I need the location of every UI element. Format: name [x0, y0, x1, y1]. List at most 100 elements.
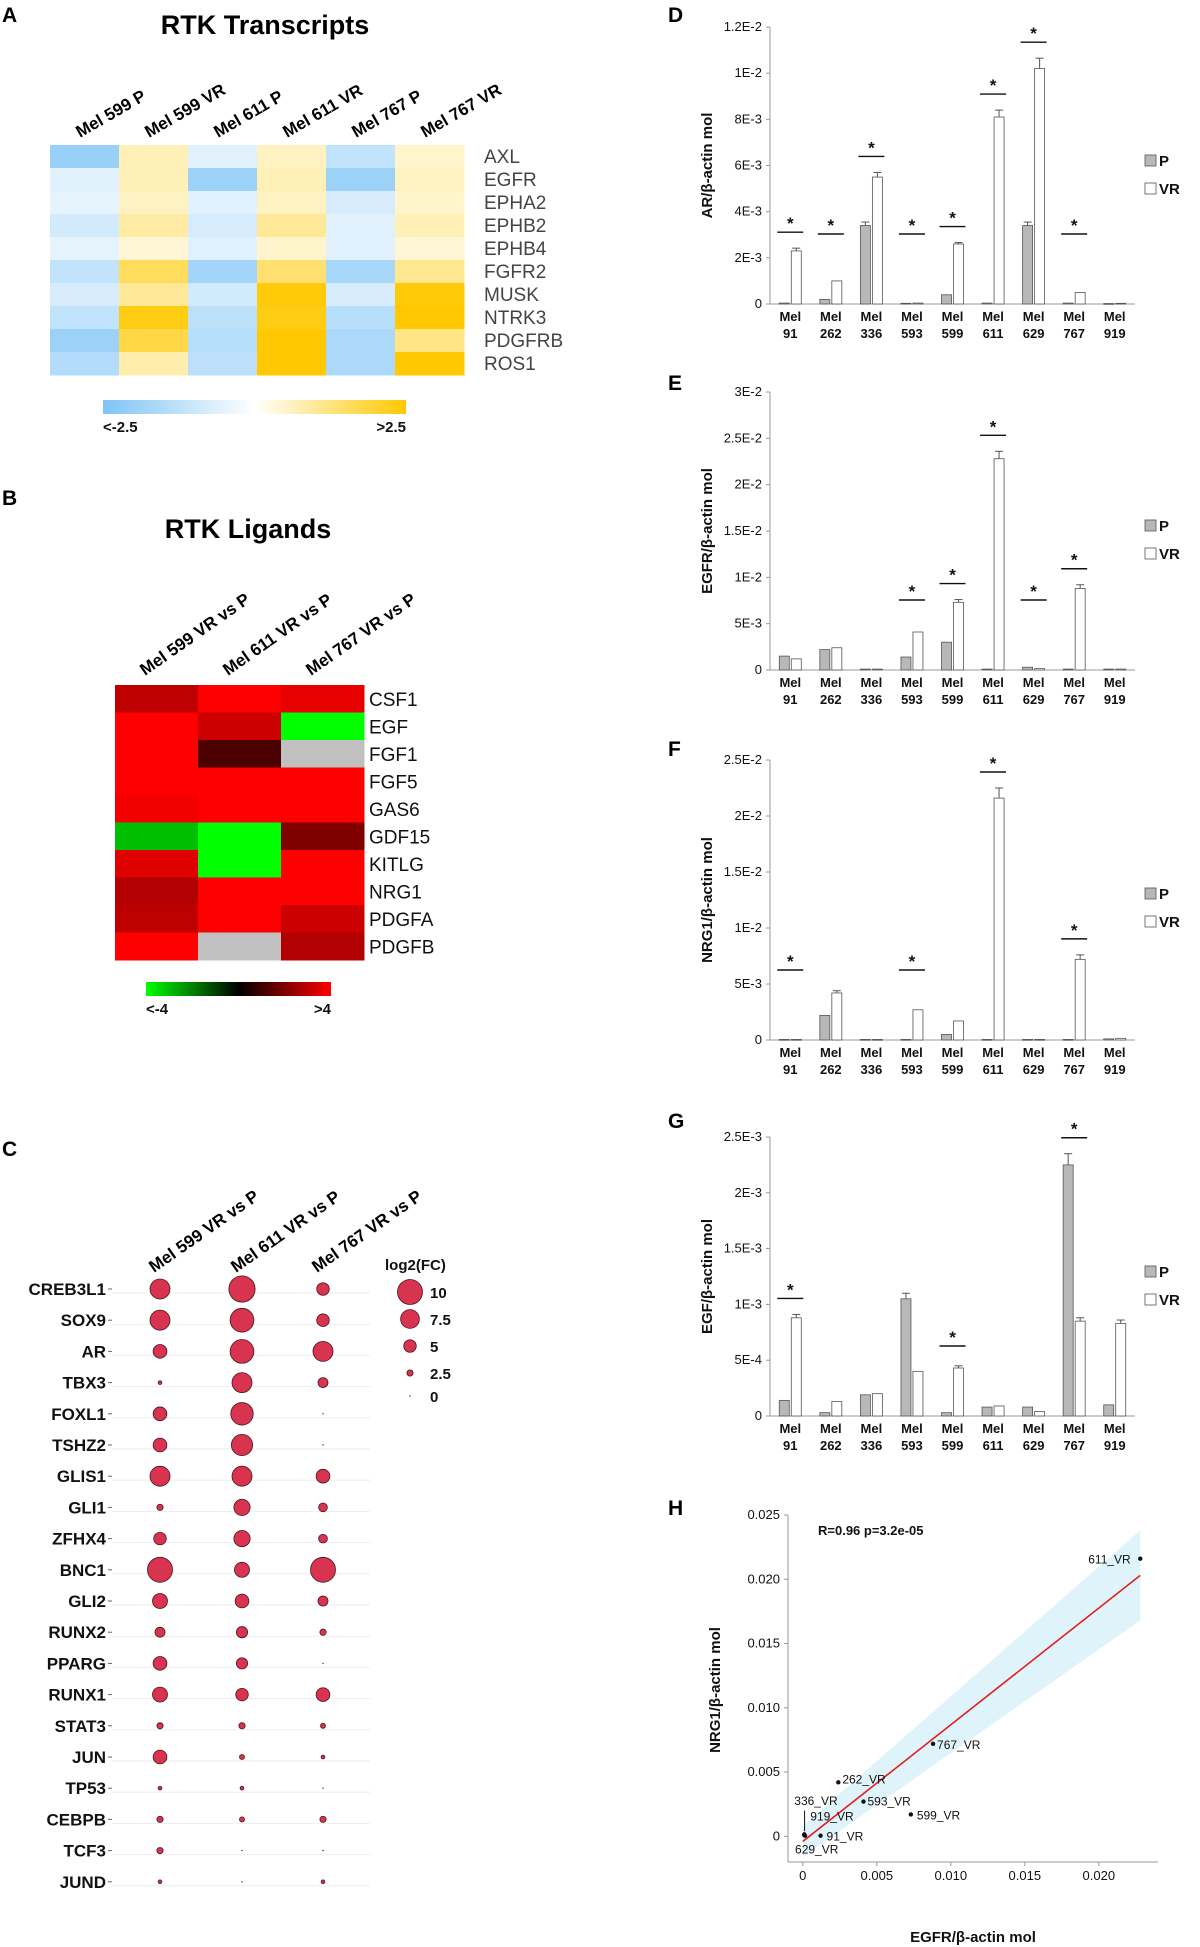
- c-bubble: [239, 1816, 245, 1823]
- c-legend-label: 2.5: [430, 1366, 451, 1383]
- gE-cat-prefix: Mel: [779, 675, 801, 690]
- b-row-label: EGF: [369, 718, 408, 739]
- c-bubble: [233, 1498, 251, 1516]
- h-point-label: 611_VR: [1088, 1553, 1131, 1567]
- gG-cat-label: 593: [901, 1438, 923, 1453]
- gE-bar-vr: [912, 631, 924, 671]
- a-heat-cell: [257, 237, 327, 261]
- gD-cat-prefix: Mel: [901, 309, 923, 324]
- gE-bar-vr: [790, 658, 802, 671]
- a-heat-cell: [50, 168, 120, 192]
- gD-y-tick-label: 8E-3: [735, 111, 762, 126]
- gE-y-tick-label: 5E-3: [735, 616, 762, 631]
- h-y-tick-label: 0.005: [747, 1764, 780, 1779]
- gE-cat-label: 593: [901, 692, 923, 707]
- b-colorbar-min: <-4: [146, 1001, 169, 1018]
- panel-label-a: A: [2, 4, 17, 27]
- gF-bar-p: [981, 1039, 993, 1041]
- b-heat-cell: [115, 850, 199, 878]
- gF-cat-prefix: Mel: [1063, 1045, 1085, 1060]
- h-y-tick-label: 0.025: [747, 1507, 780, 1522]
- gF-cat-label: 336: [861, 1062, 883, 1077]
- c-row-label: CREB3L1: [29, 1280, 106, 1299]
- c-bubble: [318, 1502, 328, 1513]
- gG-cat-prefix: Mel: [1104, 1421, 1126, 1436]
- a-heat-cell: [50, 145, 120, 169]
- c-bubble: [316, 1313, 330, 1327]
- panel-label-h: H: [668, 1497, 683, 1520]
- gD-sig-star: *: [909, 216, 916, 235]
- gF-cat-prefix: Mel: [942, 1045, 964, 1060]
- gE-y-tick-label: 1E-2: [735, 569, 762, 584]
- panel-g-bar-chart: 0 5E-4 1E-3 1.5E-3 2E-3 2.5E-3 EGF/β-actin mol…: [699, 1120, 1180, 1453]
- gG-y-tick-label: 0: [755, 1408, 762, 1423]
- gE-y-tick-label: 0: [755, 662, 762, 677]
- gD-legend-label: P: [1159, 153, 1169, 170]
- gD-bar-vr: [1115, 302, 1127, 305]
- gG-cat-label: 611: [983, 1438, 1004, 1453]
- gD-bar-vr: [912, 302, 924, 305]
- gG-bar-vr: [1034, 1411, 1046, 1417]
- a-row-label: NTRK3: [484, 308, 546, 329]
- gD-bar-p: [778, 302, 790, 305]
- gD-bar-vr: [953, 243, 964, 305]
- c-bubble: [152, 1344, 168, 1359]
- b-heat-cell: [281, 932, 365, 961]
- gE-y-tick-label: 1.5E-2: [724, 523, 762, 538]
- c-bubble: [320, 1754, 326, 1760]
- b-row-label: NRG1: [369, 883, 422, 904]
- gG-legend-label: VR: [1159, 1292, 1180, 1309]
- a-heat-cell: [257, 283, 327, 307]
- c-legend-bubble: [403, 1339, 417, 1353]
- b-heat-cell: [198, 850, 282, 878]
- gF-cat-label: 767: [1063, 1062, 1085, 1077]
- b-row-label: GDF15: [369, 828, 430, 849]
- gF-y-tick-label: 5E-3: [735, 976, 762, 991]
- h-point: [836, 1780, 841, 1785]
- gE-cat-label: 767: [1063, 692, 1085, 707]
- gE-y-tick-label: 3E-2: [735, 384, 762, 399]
- panel-e-bar-chart: 0 5E-3 1E-2 1.5E-2 2E-2 2.5E-2 3E-2 EGFR/β-acti…: [699, 384, 1180, 707]
- h-point-label: 593_VR: [867, 1795, 911, 1809]
- gG-sig-star: *: [787, 1280, 794, 1299]
- b-heat-cell: [198, 932, 282, 961]
- h-point-label: 629_VR: [795, 1843, 839, 1857]
- gF-cat-label: 919: [1104, 1062, 1126, 1077]
- gF-legend-swatch: [1144, 915, 1157, 928]
- gE-bar-vr: [1034, 668, 1046, 671]
- a-heat-cell: [119, 191, 189, 215]
- b-row-label: KITLG: [369, 855, 424, 876]
- gF-cat-label: 599: [942, 1062, 964, 1077]
- c-row-label: RUNX1: [48, 1686, 106, 1705]
- gG-bar-vr: [953, 1367, 964, 1417]
- c-bubble: [231, 1372, 253, 1393]
- c-bubble: [152, 1406, 168, 1422]
- gF-bar-vr: [1034, 1039, 1046, 1041]
- c-row-label: JUN: [72, 1748, 106, 1767]
- gD-legend-swatch: [1144, 182, 1157, 195]
- gF-bar-p: [778, 1039, 790, 1041]
- c-row-label: SOX9: [61, 1311, 106, 1330]
- gE-bar-vr: [1115, 668, 1127, 671]
- a-heat-cell: [395, 306, 465, 330]
- a-heat-cell: [188, 260, 258, 284]
- gD-sig-star: *: [868, 138, 875, 157]
- c-bubble: [315, 1687, 331, 1702]
- gD-cat-label: 336: [861, 326, 883, 341]
- gF-bar-vr: [790, 1039, 802, 1041]
- gG-bar-p: [1022, 1406, 1034, 1417]
- a-row-label: PDGFRB: [484, 331, 563, 352]
- gG-sig-star: *: [1071, 1120, 1078, 1139]
- gG-cat-label: 262: [820, 1438, 842, 1453]
- c-bubble: [235, 1687, 249, 1702]
- panel-label-e: E: [668, 372, 682, 395]
- a-heat-cell: [188, 168, 258, 192]
- gF-y-tick-label: 1E-2: [735, 920, 762, 935]
- c-bubble: [149, 1309, 171, 1331]
- gE-cat-prefix: Mel: [982, 675, 1004, 690]
- c-row-label: AR: [81, 1342, 106, 1361]
- c-bubble: [239, 1754, 245, 1760]
- gF-bar-vr: [831, 992, 843, 1041]
- b-row-label: FGF5: [369, 773, 418, 794]
